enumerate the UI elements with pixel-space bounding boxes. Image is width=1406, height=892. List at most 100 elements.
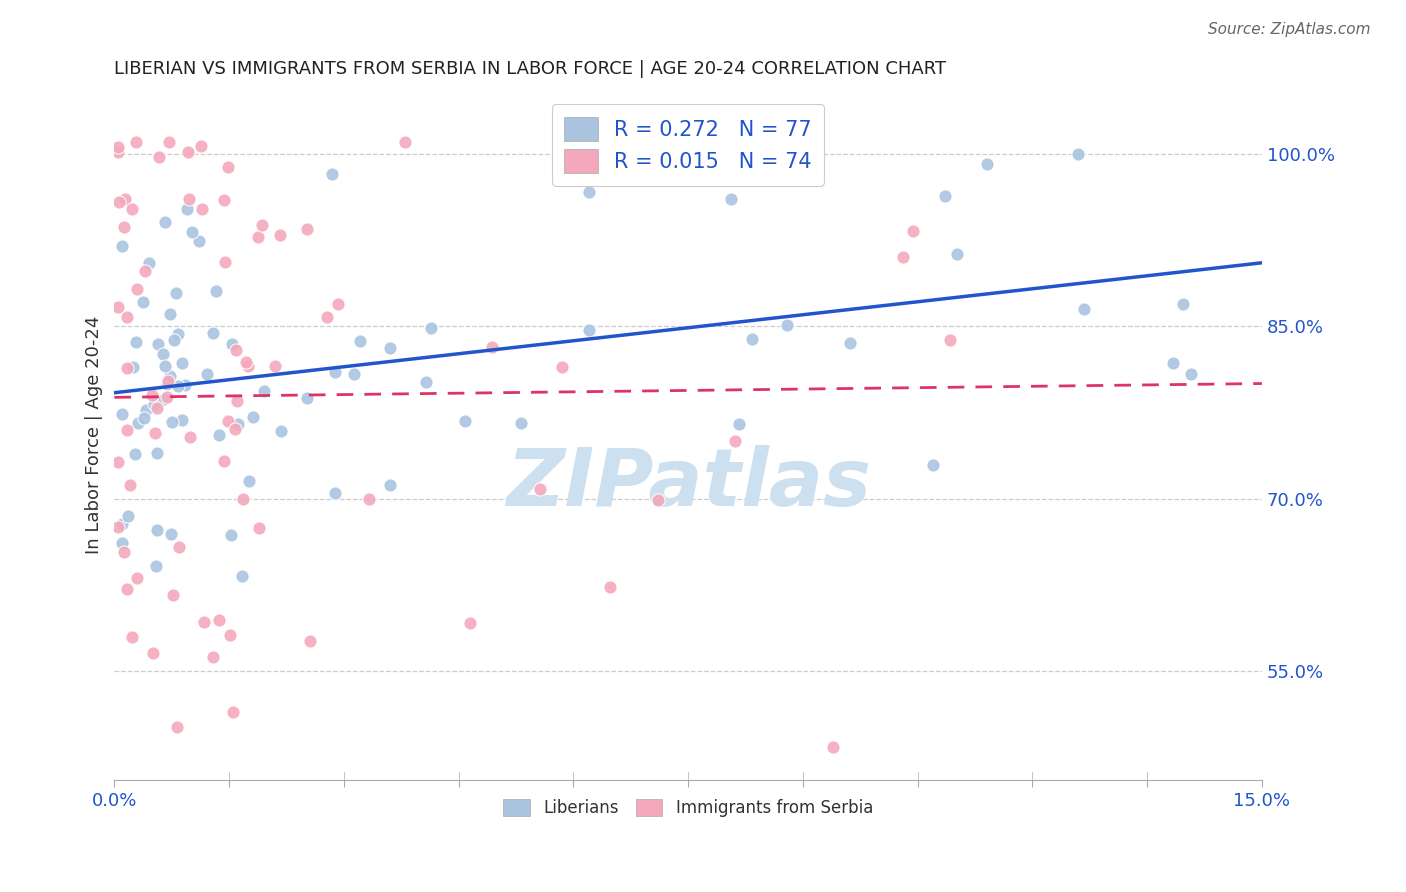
Point bbox=[225, 393, 247, 408]
Point bbox=[323, 486, 346, 500]
Point bbox=[217, 160, 239, 174]
Point bbox=[529, 482, 551, 496]
Point bbox=[921, 458, 943, 472]
Point bbox=[157, 135, 180, 149]
Point bbox=[153, 215, 176, 229]
Point bbox=[264, 359, 287, 373]
Point bbox=[174, 377, 197, 392]
Point bbox=[163, 333, 186, 347]
Point bbox=[481, 341, 503, 355]
Point bbox=[357, 492, 380, 507]
Point bbox=[107, 455, 129, 469]
Point bbox=[946, 247, 969, 261]
Point bbox=[201, 326, 224, 340]
Point bbox=[208, 428, 231, 442]
Text: Source: ZipAtlas.com: Source: ZipAtlas.com bbox=[1208, 22, 1371, 37]
Point bbox=[159, 368, 181, 383]
Point bbox=[155, 359, 177, 374]
Point bbox=[115, 423, 138, 437]
Point bbox=[157, 374, 180, 388]
Point bbox=[167, 540, 190, 554]
Point bbox=[235, 355, 257, 369]
Point bbox=[238, 475, 260, 489]
Point bbox=[187, 234, 209, 248]
Point bbox=[167, 378, 190, 392]
Point bbox=[159, 526, 181, 541]
Point bbox=[195, 367, 218, 381]
Point bbox=[901, 224, 924, 238]
Point bbox=[115, 361, 138, 376]
Point bbox=[176, 202, 198, 217]
Point bbox=[225, 343, 247, 357]
Point bbox=[242, 410, 264, 425]
Point bbox=[125, 135, 148, 149]
Point bbox=[221, 337, 243, 351]
Point bbox=[134, 263, 156, 277]
Point bbox=[214, 254, 236, 268]
Point bbox=[165, 286, 187, 301]
Point bbox=[1171, 296, 1194, 310]
Point bbox=[420, 321, 443, 335]
Point bbox=[217, 414, 239, 428]
Point bbox=[127, 571, 149, 585]
Point bbox=[132, 410, 155, 425]
Point bbox=[111, 516, 134, 531]
Point bbox=[181, 225, 204, 239]
Point bbox=[142, 646, 165, 660]
Point bbox=[115, 582, 138, 596]
Point bbox=[107, 145, 129, 160]
Point bbox=[295, 221, 318, 235]
Point bbox=[179, 430, 201, 444]
Point bbox=[172, 356, 194, 370]
Point bbox=[250, 219, 273, 233]
Point bbox=[172, 413, 194, 427]
Point bbox=[228, 417, 250, 431]
Point bbox=[551, 359, 574, 374]
Point bbox=[111, 408, 134, 422]
Y-axis label: In Labor Force | Age 20-24: In Labor Force | Age 20-24 bbox=[86, 316, 103, 555]
Point bbox=[112, 544, 135, 558]
Point bbox=[295, 391, 318, 405]
Point bbox=[167, 326, 190, 341]
Point bbox=[146, 401, 169, 416]
Point bbox=[121, 202, 143, 216]
Point bbox=[349, 334, 371, 349]
Point bbox=[415, 375, 437, 389]
Point bbox=[124, 447, 146, 461]
Point bbox=[378, 341, 401, 355]
Point bbox=[231, 568, 253, 582]
Point bbox=[148, 337, 170, 351]
Text: ZIPatlas: ZIPatlas bbox=[506, 444, 870, 523]
Point bbox=[148, 150, 170, 164]
Point bbox=[114, 192, 136, 206]
Point bbox=[191, 202, 214, 216]
Point bbox=[1067, 147, 1090, 161]
Point bbox=[976, 157, 998, 171]
Point bbox=[166, 720, 188, 734]
Point bbox=[111, 536, 134, 550]
Point bbox=[838, 335, 860, 350]
Text: LIBERIAN VS IMMIGRANTS FROM SERBIA IN LABOR FORCE | AGE 20-24 CORRELATION CHART: LIBERIAN VS IMMIGRANTS FROM SERBIA IN LA… bbox=[114, 60, 946, 78]
Point bbox=[107, 300, 129, 314]
Point bbox=[724, 434, 747, 448]
Point bbox=[127, 417, 149, 431]
Point bbox=[394, 135, 416, 149]
Point bbox=[776, 318, 799, 332]
Point bbox=[152, 347, 174, 361]
Point bbox=[152, 392, 174, 406]
Point bbox=[269, 227, 291, 242]
Point bbox=[156, 390, 179, 404]
Point bbox=[934, 188, 956, 202]
Point bbox=[125, 335, 148, 350]
Point bbox=[193, 615, 215, 629]
Point bbox=[146, 446, 169, 460]
Point bbox=[115, 310, 138, 325]
Point bbox=[190, 139, 212, 153]
Legend: Liberians, Immigrants from Serbia: Liberians, Immigrants from Serbia bbox=[496, 792, 880, 823]
Point bbox=[224, 421, 246, 435]
Point bbox=[201, 650, 224, 665]
Point bbox=[270, 424, 292, 438]
Point bbox=[578, 186, 600, 200]
Point bbox=[205, 284, 228, 298]
Point bbox=[599, 580, 621, 594]
